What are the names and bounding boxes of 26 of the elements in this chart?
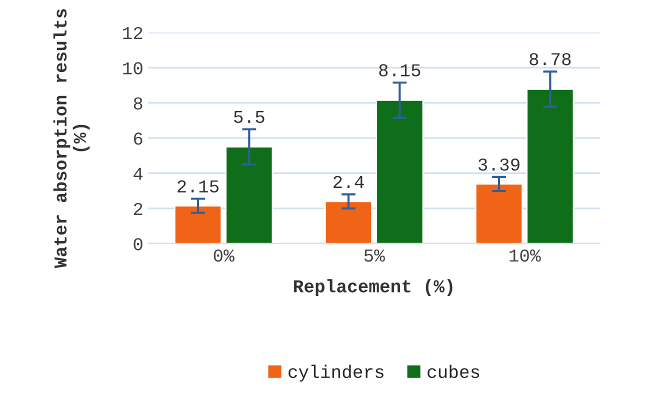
bar [174,205,222,244]
data-label: 2.15 [178,180,219,193]
y-tick-label: 0 [134,238,142,250]
x-tick-label: 10% [510,249,541,262]
data-label: 3.39 [478,158,520,171]
bar [376,100,424,244]
bar [225,146,274,244]
bar [324,200,373,244]
data-label: 5.5 [234,110,264,124]
bar [526,88,574,244]
y-tick-label: 8 [134,97,142,110]
data-label: 8.15 [379,64,420,76]
x-axis-title: Replacement (%) [294,279,452,296]
y-axis-title: Water absorption results (%) [53,9,90,268]
data-label: 2.4 [334,176,364,188]
y-tick-label: 12 [123,26,142,40]
y-tick-label: 2 [134,202,142,215]
y-tick-label: 10 [123,62,142,74]
bar [474,183,524,244]
legend-label: cylinders [288,364,384,382]
x-tick-label: 0% [214,249,234,262]
legend-label: cubes [428,364,480,378]
data-label: 8.78 [530,53,571,66]
y-tick-label: 6 [134,132,142,145]
y-tick-label: 4 [134,168,143,180]
x-tick-label: 5% [364,250,385,262]
